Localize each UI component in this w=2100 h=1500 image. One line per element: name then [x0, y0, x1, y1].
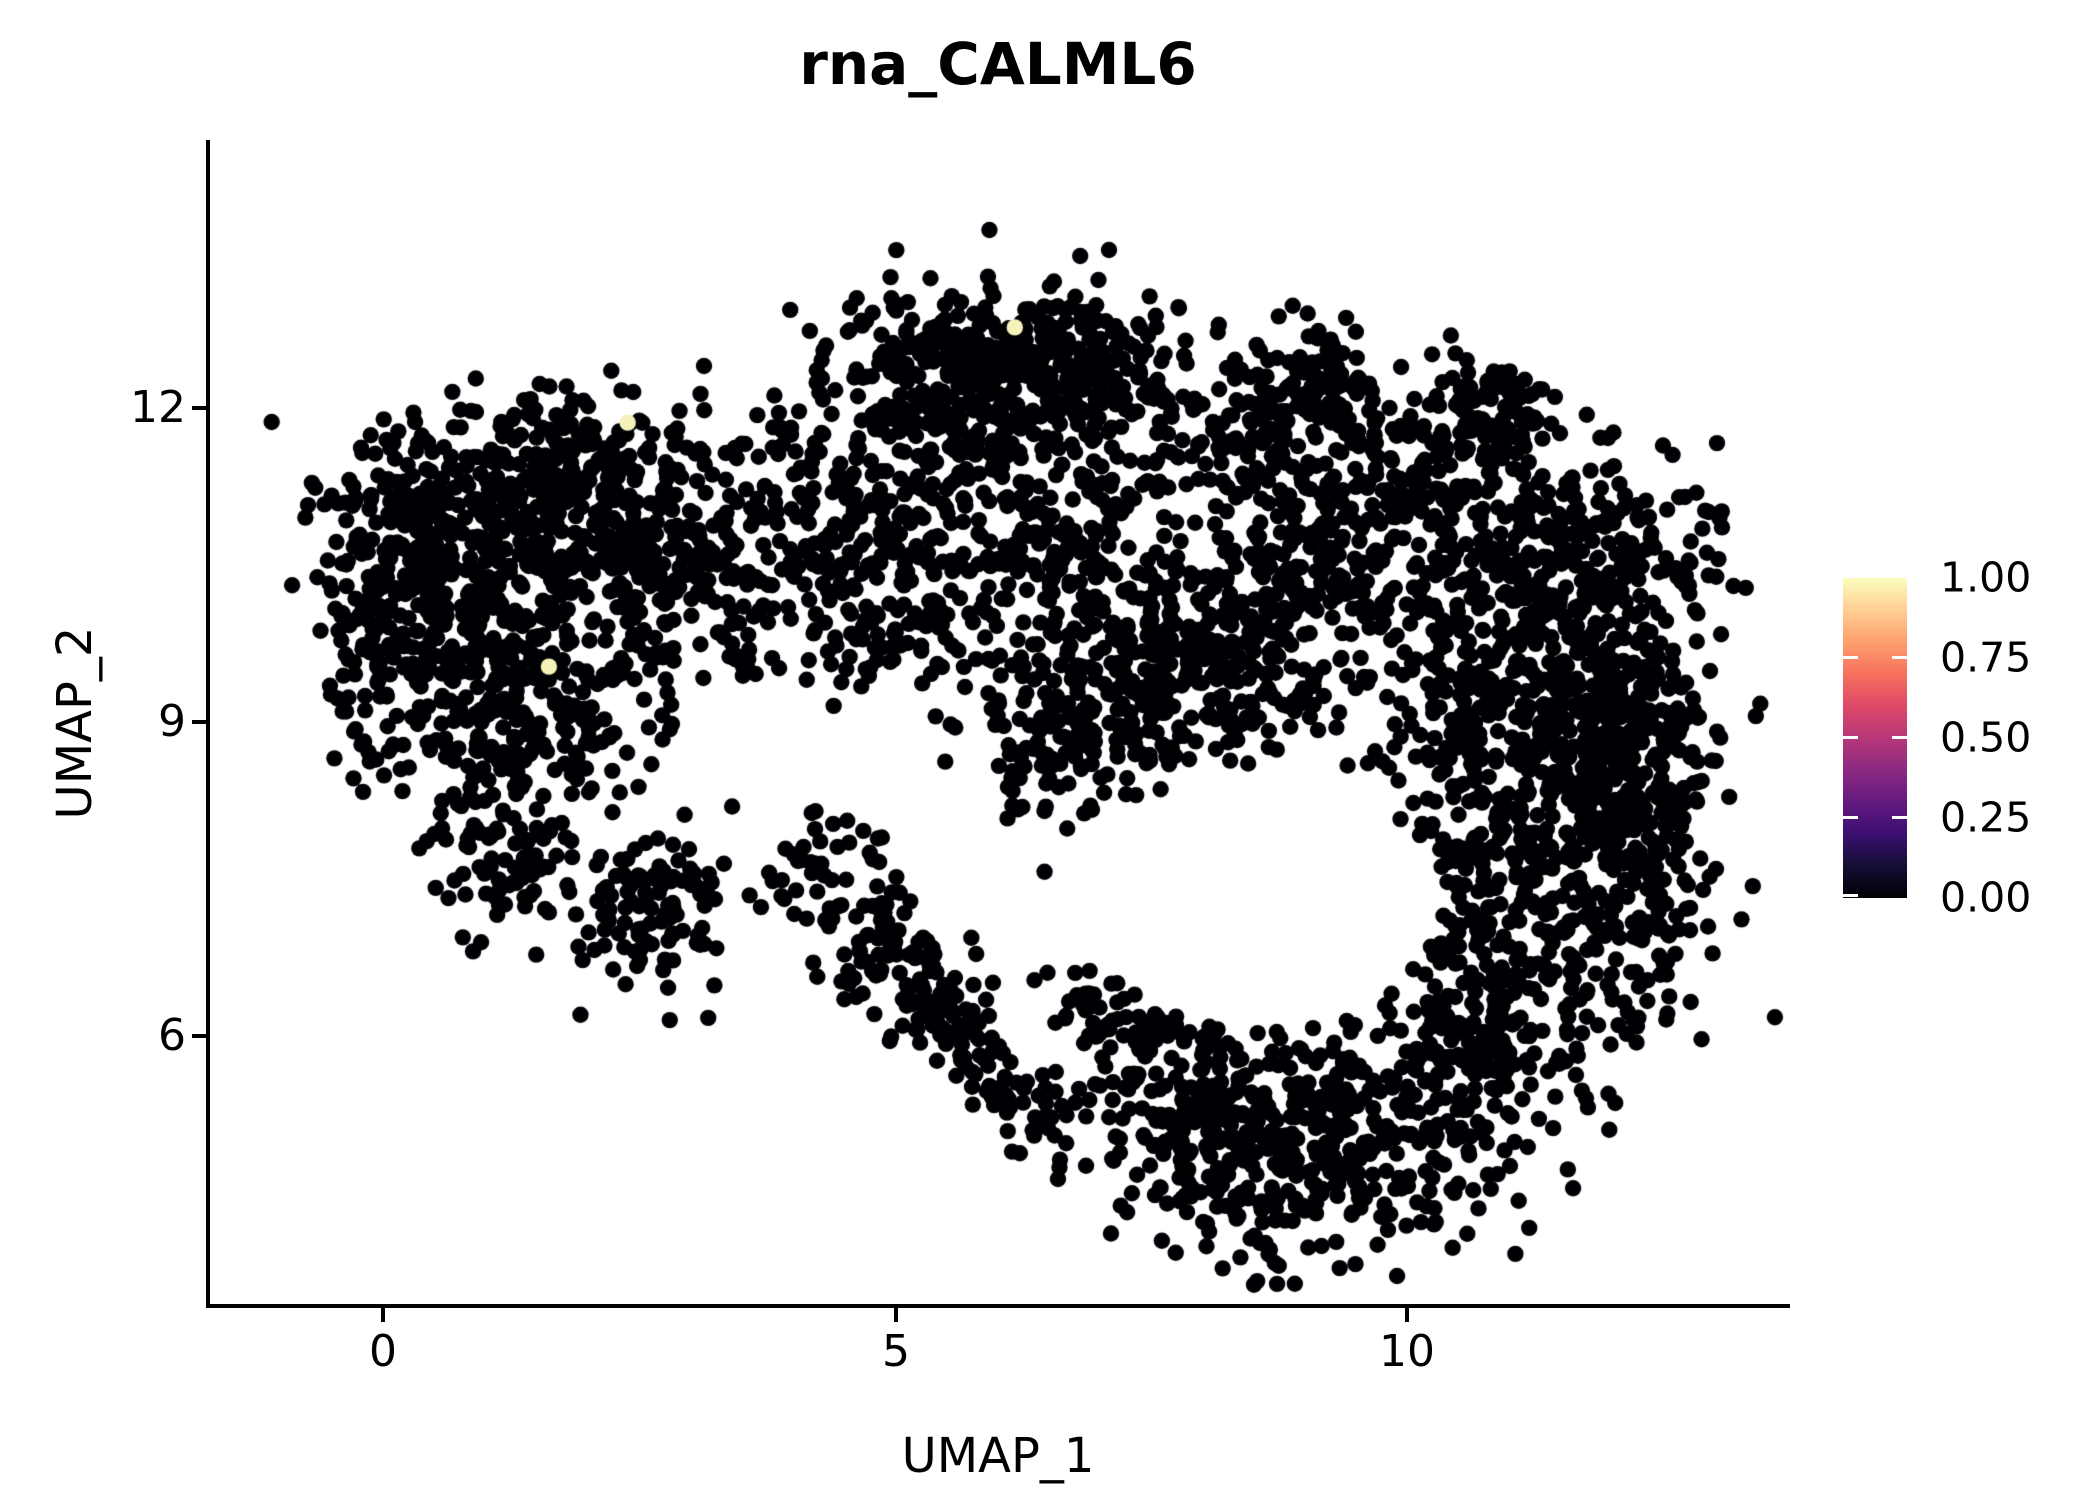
x-tick-mark-5	[894, 1308, 898, 1322]
legend-label-075: 0.75	[1940, 633, 2032, 682]
x-tick-label-10: 10	[1379, 1326, 1435, 1377]
legend-label-050: 0.50	[1940, 713, 2032, 762]
x-axis-title: UMAP_1	[901, 1428, 1095, 1484]
y-tick-label-6: 6	[158, 1010, 186, 1061]
y-tick-mark-12	[192, 406, 206, 410]
colorbar-tick-left-075	[1843, 656, 1858, 659]
y-tick-mark-6	[192, 1034, 206, 1038]
y-tick-label-12: 12	[130, 382, 186, 433]
x-tick-label-0: 0	[369, 1326, 397, 1377]
x-tick-label-5: 5	[882, 1326, 910, 1377]
y-axis-line	[206, 140, 210, 1308]
y-tick-mark-9	[192, 720, 206, 724]
colorbar-tick-left-025	[1843, 816, 1858, 819]
y-axis-title: UMAP_2	[47, 626, 103, 820]
x-axis-line	[206, 1304, 1790, 1308]
legend-label-100: 1.00	[1940, 553, 2032, 602]
x-tick-mark-0	[381, 1308, 385, 1322]
x-tick-mark-10	[1405, 1308, 1409, 1322]
colorbar-tick-right-050	[1892, 736, 1907, 739]
colorbar-tick-right-025	[1892, 816, 1907, 819]
y-tick-label-9: 9	[158, 696, 186, 747]
colorbar-tick-right-075	[1892, 656, 1907, 659]
colorbar-tick-left-000	[1843, 894, 1858, 897]
colorbar-tick-left-050	[1843, 736, 1858, 739]
plot-title: rna_CALML6	[799, 30, 1197, 98]
colorbar-gradient	[1843, 578, 1907, 898]
legend-label-000: 0.00	[1940, 873, 2032, 922]
legend-label-025: 0.25	[1940, 793, 2032, 842]
